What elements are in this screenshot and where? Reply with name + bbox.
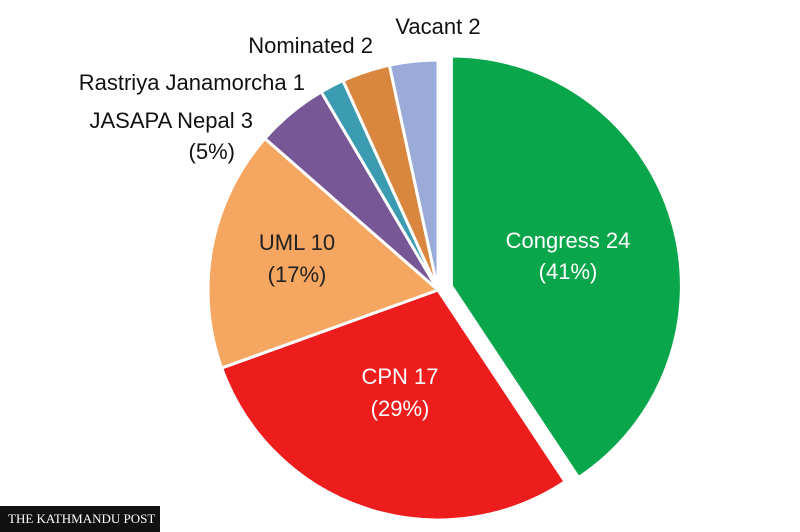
source-box (0, 506, 160, 532)
category-name: CPN (361, 364, 407, 389)
slice (206, 136, 441, 370)
percent-label: (5%) (189, 139, 235, 164)
percent-label: (17%) (268, 262, 327, 287)
slice-label: CPN 17 (361, 364, 438, 389)
category-name: Rastriya Janamorcha (79, 70, 288, 95)
value-label: 1 (293, 70, 305, 95)
slice-label: Rastriya Janamorcha 1 (79, 70, 305, 95)
slice-label: Vacant 2 (395, 14, 480, 39)
category-name: Vacant (395, 14, 462, 39)
slice-label: Congress 24 (506, 228, 631, 253)
percent-label: (29%) (371, 396, 430, 421)
value-label: 24 (606, 228, 630, 253)
value-label: 17 (414, 364, 438, 389)
category-name: Nominated (248, 33, 354, 58)
category-name: JASAPA Nepal (90, 108, 235, 133)
slice (449, 54, 683, 480)
value-label: 2 (468, 14, 480, 39)
percent-label: (41%) (539, 259, 598, 284)
category-name: Congress (506, 228, 600, 253)
value-label: 10 (311, 230, 335, 255)
slice (219, 288, 568, 522)
slice (387, 58, 440, 291)
value-label: 2 (361, 33, 373, 58)
pie (206, 54, 683, 522)
slice-label: JASAPA Nepal 3 (90, 108, 254, 133)
value-label: 3 (241, 108, 253, 133)
slice-label: Nominated 2 (248, 33, 373, 58)
source: THE KATHMANDU POST (8, 511, 155, 526)
category-name: UML (259, 230, 305, 255)
slice-label: UML 10 (259, 230, 335, 255)
